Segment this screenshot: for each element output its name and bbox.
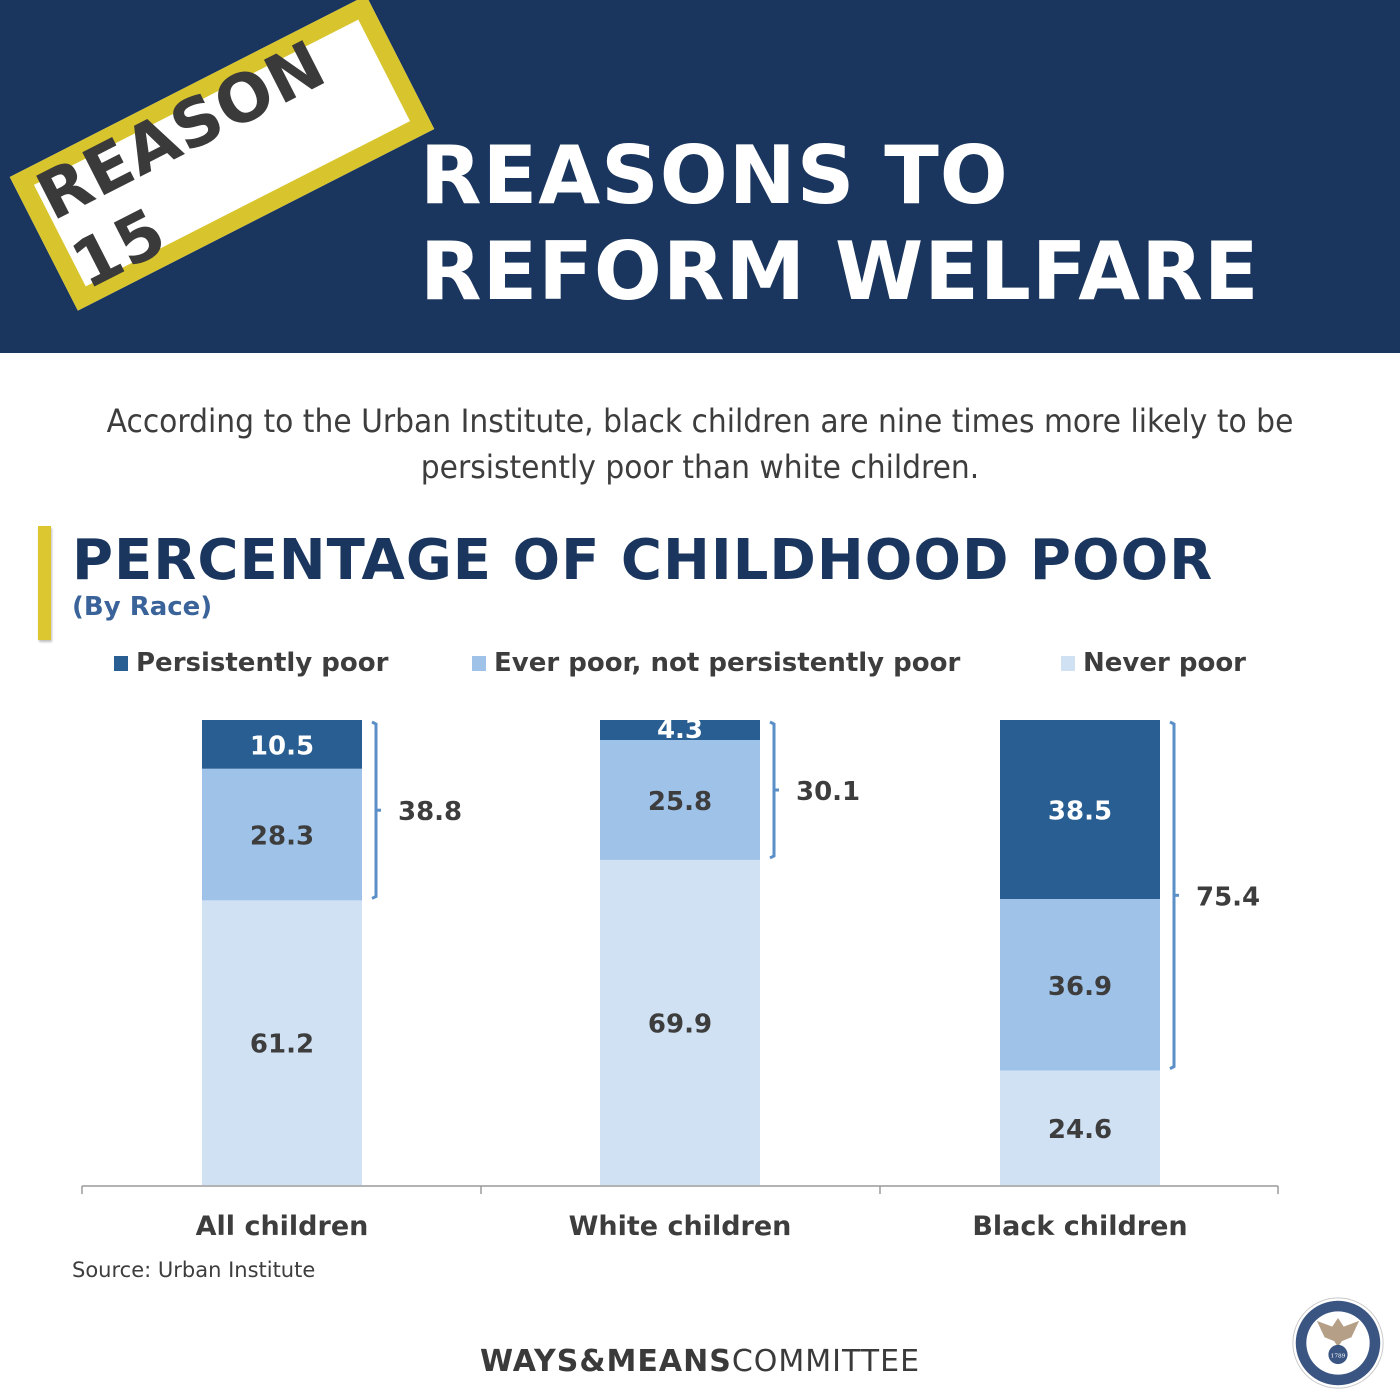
category-label: White children [569, 1211, 792, 1242]
category-label: All children [196, 1211, 369, 1242]
legend-item-persistently-poor: Persistently poor [114, 648, 388, 678]
data-label: 28.3 [250, 822, 314, 852]
reason-stamp: REASON 15 [9, 0, 435, 311]
headline-line-1: REASONS TO [420, 129, 1009, 222]
headline-line-2: REFORM WELFARE [420, 225, 1260, 318]
legend-label: Persistently poor [136, 648, 389, 678]
bar-segment-never-poor [600, 859, 760, 1185]
data-label: 69.9 [648, 1009, 712, 1039]
legend-label: Never poor [1083, 648, 1247, 678]
data-label: 4.3 [657, 715, 703, 745]
title-accent-bar [38, 526, 51, 640]
chart-title: PERCENTAGE OF CHILDHOOD POOR [72, 528, 1214, 593]
data-label: 36.9 [1048, 972, 1112, 1002]
legend-swatch-never-poor [1061, 655, 1075, 671]
total-label: 38.8 [398, 797, 462, 827]
legend-swatch-persistently-poor [114, 655, 128, 671]
category-label: Black children [972, 1211, 1187, 1242]
source-note: Source: Urban Institute [72, 1258, 316, 1282]
bar-segment-ever-poor-not-persistently-poor [1000, 899, 1160, 1071]
data-label: 24.6 [1048, 1115, 1112, 1145]
bar-segment-persistently-poor [600, 720, 760, 740]
bar-segment-ever-poor-not-persistently-poor [600, 739, 760, 860]
total-label: 75.4 [1196, 882, 1260, 912]
legend-label: Ever poor, not persistently poor [494, 648, 961, 678]
legend-swatch-ever-poor [472, 655, 486, 671]
headline: REASONS TO REFORM WELFARE [420, 128, 1259, 320]
bar-segment-persistently-poor [202, 720, 362, 769]
data-label: 38.5 [1048, 797, 1112, 827]
total-bracket [371, 720, 378, 900]
intro-text-line-1: According to the Urban Institute, black … [106, 402, 1294, 440]
chart-legend: Persistently poor Ever poor, not persist… [0, 648, 1400, 684]
total-bracket [769, 720, 776, 860]
bar-segment-never-poor [202, 900, 362, 1185]
header-banner: REASON 15 REASONS TO REFORM WELFARE [0, 0, 1400, 353]
footer-brand: WAYS&MEANSCOMMITTEE [0, 1344, 1400, 1379]
chart-subtitle: (By Race) [72, 592, 213, 622]
total-bracket [1169, 720, 1176, 1070]
bar-segment-ever-poor-not-persistently-poor [202, 768, 362, 901]
data-label: 10.5 [250, 731, 314, 761]
total-label: 30.1 [796, 777, 860, 807]
footer-brand-light: COMMITTEE [731, 1344, 921, 1379]
bar-segment-never-poor [1000, 1070, 1160, 1185]
legend-item-ever-poor: Ever poor, not persistently poor [472, 648, 960, 678]
data-label: 25.8 [648, 787, 712, 817]
committee-seal-icon: 1789 [1292, 1297, 1384, 1389]
legend-item-never-poor: Never poor [1061, 648, 1246, 678]
seal-year: 1789 [1331, 1353, 1346, 1359]
intro-text-line-2: persistently poor than white children. [420, 448, 980, 486]
bar-segment-persistently-poor [1000, 720, 1160, 900]
stacked-bar-chart: 10.5 28.3 61.2 38.8 All children 4.3 25.8 69.9 3… [81, 715, 1279, 1242]
footer-brand-bold: WAYS&MEANS [479, 1344, 732, 1379]
data-label: 61.2 [250, 1030, 314, 1060]
intro-text: According to the Urban Institute, black … [49, 398, 1351, 490]
reason-stamp-text: REASON 15 [24, 25, 338, 305]
